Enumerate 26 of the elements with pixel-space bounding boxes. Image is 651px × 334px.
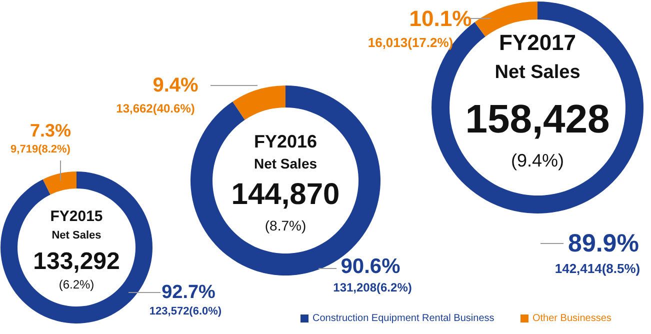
text: 13,662(40.6%) xyxy=(116,102,195,116)
text: (9.4%) xyxy=(510,150,564,170)
text: (8.7%) xyxy=(264,218,306,234)
data-label: 92.7% xyxy=(162,282,216,303)
text: FY2015 xyxy=(50,208,103,225)
text: 133,292 xyxy=(33,248,120,275)
text: 142,414(8.5%) xyxy=(554,261,640,276)
text: 123,572(6.0%) xyxy=(149,306,222,318)
legend-label: Construction Equipment Rental Business xyxy=(312,313,494,324)
legend-label: Other Businesses xyxy=(532,313,612,324)
text: FY2016 xyxy=(254,132,318,152)
data-label: 9.4% xyxy=(152,74,199,96)
text: 131,208(6.2%) xyxy=(333,280,412,294)
data-label: 90.6% xyxy=(340,255,401,278)
data-label: 10.1% xyxy=(409,6,472,31)
text: 16,013(17.2%) xyxy=(368,35,454,50)
text: 144,870 xyxy=(231,178,340,211)
text: Net Sales xyxy=(494,62,580,83)
text: 158,428 xyxy=(465,98,610,142)
text: Net Sales xyxy=(52,230,102,242)
text: (6.2%) xyxy=(58,278,94,292)
text: FY2017 xyxy=(498,30,576,55)
text: Net Sales xyxy=(254,156,318,172)
text: 9,719(8.2%) xyxy=(10,144,71,156)
data-label: 7.3% xyxy=(30,120,72,140)
data-label: 89.9% xyxy=(568,230,639,258)
